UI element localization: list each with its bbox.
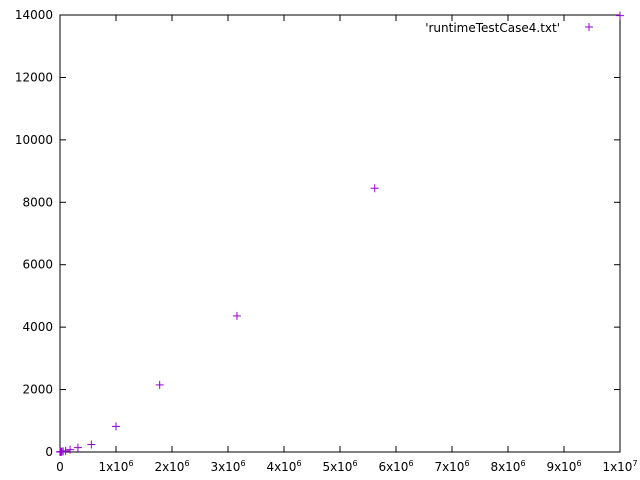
- x-tick-label: 2x106: [154, 459, 189, 474]
- x-tick-label-exponent: 6: [240, 459, 245, 468]
- x-tick-label: 7x106: [434, 459, 469, 474]
- data-point: [370, 184, 379, 193]
- data-point: [112, 422, 120, 431]
- x-tick-label-base: 5x10: [322, 460, 352, 474]
- x-tick-label-base: 2x10: [154, 460, 184, 474]
- data-point: [61, 446, 70, 455]
- x-tick-label-base: 4x10: [266, 460, 296, 474]
- x-tick-label: 4x106: [266, 459, 301, 474]
- y-tick-label: 14000: [15, 8, 53, 22]
- x-tick-label: 1x107: [602, 459, 637, 474]
- data-point: [73, 443, 82, 452]
- x-tick-label-base: 9x10: [546, 460, 576, 474]
- x-tick-label-exponent: 6: [408, 459, 413, 468]
- x-tick-label-exponent: 6: [184, 459, 189, 468]
- x-tick-label: 6x106: [378, 459, 413, 474]
- x-tick-labels: 0 1x106 2x106 3x106 4x106 5x106 6x106 7x106 8x10…: [56, 459, 637, 474]
- x-tick-label: 3x106: [210, 459, 245, 474]
- x-tick-label-exponent: 6: [352, 459, 357, 468]
- x-tick-label-exponent: 6: [520, 459, 525, 468]
- y-tick-label: 6000: [22, 258, 53, 272]
- x-tick-label-exponent: 7: [632, 459, 637, 468]
- x-tick-label: 0: [56, 460, 64, 474]
- x-tick-label: 5x106: [322, 459, 357, 474]
- y-tick-labels: 0 2000 4000 6000 8000 10000 12000 14000: [15, 8, 53, 459]
- data-point: [66, 445, 75, 454]
- x-tick-label-exponent: 6: [464, 459, 469, 468]
- x-tick-label: 8x106: [490, 459, 525, 474]
- x-tick-label: 9x106: [546, 459, 581, 474]
- y-tick-label: 12000: [15, 70, 53, 84]
- plot-frame: [59, 14, 621, 453]
- x-tick-label: 1x106: [98, 459, 133, 474]
- y-tick-label: 4000: [22, 320, 53, 334]
- y-tick-label: 10000: [15, 133, 53, 147]
- y-tick-label: 8000: [22, 195, 53, 209]
- data-point: [155, 380, 164, 389]
- legend-label: 'runtimeTestCase4.txt': [425, 21, 560, 35]
- data-point: [616, 11, 624, 20]
- axis-ticks: [59, 14, 621, 453]
- x-tick-label-exponent: 6: [576, 459, 581, 468]
- y-tick-label: 2000: [22, 383, 53, 397]
- data-point: [87, 440, 96, 449]
- x-tick-label-exponent: 6: [296, 459, 301, 468]
- x-tick-label-base: 1x10: [602, 460, 632, 474]
- x-tick-label-exponent: 6: [128, 459, 133, 468]
- x-tick-label-base: 3x10: [210, 460, 240, 474]
- legend-marker: [585, 23, 593, 31]
- y-tick-label: 0: [45, 445, 53, 459]
- x-tick-label-base: 7x10: [434, 460, 464, 474]
- x-tick-label-base: 8x10: [490, 460, 520, 474]
- legend: 'runtimeTestCase4.txt': [425, 21, 593, 35]
- data-points: [56, 11, 624, 456]
- data-point: [232, 311, 241, 320]
- x-tick-label-base: 1x10: [98, 460, 128, 474]
- x-tick-label-base: 0: [56, 460, 64, 474]
- x-tick-label-base: 6x10: [378, 460, 408, 474]
